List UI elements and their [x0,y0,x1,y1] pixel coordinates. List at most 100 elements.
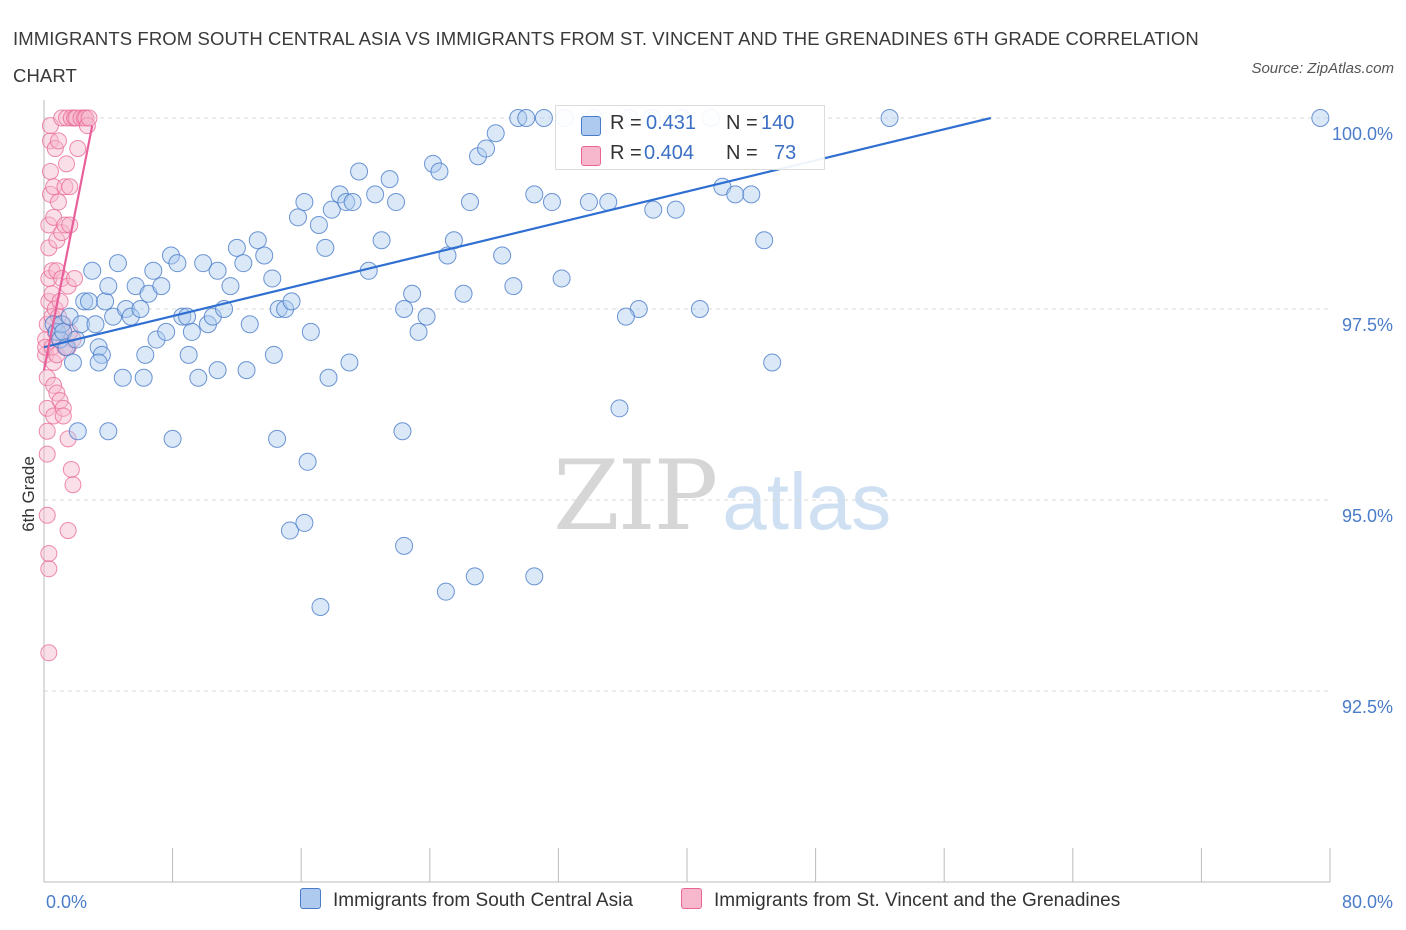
data-point-south-central-asia [322,200,341,219]
data-point-south-central-asia [63,353,82,372]
data-point-south-central-asia [168,254,187,273]
data-point-south-central-asia [134,368,153,387]
data-point-st-vincent [61,216,79,234]
data-point-st-vincent [54,407,72,425]
bottom-legend-item-blue: Immigrants from South Central Asia [300,888,633,912]
data-point-south-central-asia [182,322,201,341]
data-point-south-central-asia [343,193,362,212]
data-point-south-central-asia [240,315,259,334]
data-point-south-central-asia [136,345,155,364]
data-point-south-central-asia [208,361,227,380]
legend-r-label: R = [610,112,642,134]
data-point-south-central-asia [465,567,484,586]
watermark-zip: ZIP [553,440,718,552]
source-label: Source: ZipAtlas.com [1251,60,1394,77]
data-point-south-central-asia [255,246,274,265]
data-point-st-vincent [40,644,58,662]
watermark: ZIPatlas [553,440,891,552]
legend-swatch-blue [581,116,601,136]
data-point-south-central-asia [1311,109,1330,127]
data-point-st-vincent [38,445,56,463]
legend-swatch-pink [581,146,601,166]
data-point-south-central-asia [163,429,182,448]
gridlines [44,117,1330,692]
data-point-south-central-asia [460,193,479,212]
data-point-st-vincent [41,162,59,180]
data-point-south-central-asia [350,162,369,181]
data-point-st-vincent [61,178,79,196]
data-point-south-central-asia [436,582,455,601]
data-point-south-central-asia [86,315,105,334]
data-point-south-central-asia [295,193,314,212]
data-point-south-central-asia [319,368,338,387]
data-point-south-central-asia [264,345,283,364]
data-point-south-central-asia [763,353,782,372]
data-point-south-central-asia [525,185,544,204]
data-point-south-central-asia [221,277,240,296]
data-point-south-central-asia [152,277,171,296]
data-point-south-central-asia [113,368,132,387]
data-point-st-vincent [56,178,74,196]
data-point-south-central-asia [89,353,108,372]
legend-n-value: 73 [774,142,797,164]
data-point-st-vincent [53,109,71,127]
data-point-st-vincent [62,460,80,478]
data-point-south-central-asia [189,368,208,387]
data-point-south-central-asia [280,521,299,540]
data-point-st-vincent [49,132,67,150]
bottom-legend-swatch-blue [300,888,321,909]
data-point-south-central-asia [395,300,414,318]
data-point-south-central-asia [610,399,629,418]
data-point-south-central-asia [263,269,282,288]
data-point-south-central-asia [454,284,473,303]
data-point-south-central-asia [409,322,428,341]
data-point-south-central-asia [237,361,256,380]
data-point-st-vincent [40,544,58,562]
data-point-south-central-asia [131,300,150,318]
data-point-south-central-asia [194,254,213,273]
data-point-south-central-asia [288,208,307,227]
data-point-south-central-asia [276,300,295,318]
data-point-st-vincent [58,155,76,173]
data-point-south-central-asia [380,170,399,189]
data-point-st-vincent [38,506,56,524]
data-point-south-central-asia [755,231,774,250]
data-point-st-vincent [38,422,56,440]
data-point-south-central-asia [517,109,536,127]
data-point-south-central-asia [68,422,87,441]
data-point-south-central-asia [542,193,561,212]
tick-labels: 100.0% 97.5% 95.0% 92.5% 0.0% 80.0% [46,124,1393,912]
data-point-south-central-asia [99,422,118,441]
legend-r-value: 0.431 [646,112,697,134]
data-point-south-central-asia [424,154,443,173]
data-point-south-central-asia [208,261,227,280]
y-tick-label: 92.5% [1342,697,1393,717]
data-point-st-vincent [69,140,87,158]
trend-line-south-central-asia [43,116,992,349]
data-point-south-central-asia [147,330,166,349]
legend-box: R = 0.431 N = 140 R = 0.404 N = 73 [555,105,825,170]
data-point-south-central-asia [742,185,761,204]
data-point-south-central-asia [366,185,385,204]
x-tick-label: 80.0% [1342,892,1393,912]
data-point-south-central-asia [525,567,544,586]
y-tick-label: 95.0% [1342,506,1393,526]
series-st-vincent [37,109,98,662]
data-point-south-central-asia [644,200,663,219]
data-point-south-central-asia [666,200,685,219]
data-point-south-central-asia [616,307,635,326]
data-point-south-central-asia [387,193,406,212]
axes [43,100,1331,883]
legend-n-label: N = [726,112,758,134]
data-point-south-central-asia [340,353,359,372]
bottom-legend-swatch-pink [681,888,702,909]
data-point-south-central-asia [179,345,198,364]
legend-n-value: 140 [761,112,795,134]
data-point-south-central-asia [393,422,412,441]
data-point-south-central-asia [144,261,163,280]
data-point-st-vincent [51,292,69,310]
bottom-legend-label: Immigrants from South Central Asia [333,890,633,911]
legend-n-label: N = [726,142,758,164]
data-point-south-central-asia [108,254,127,273]
data-point-south-central-asia [372,231,391,250]
